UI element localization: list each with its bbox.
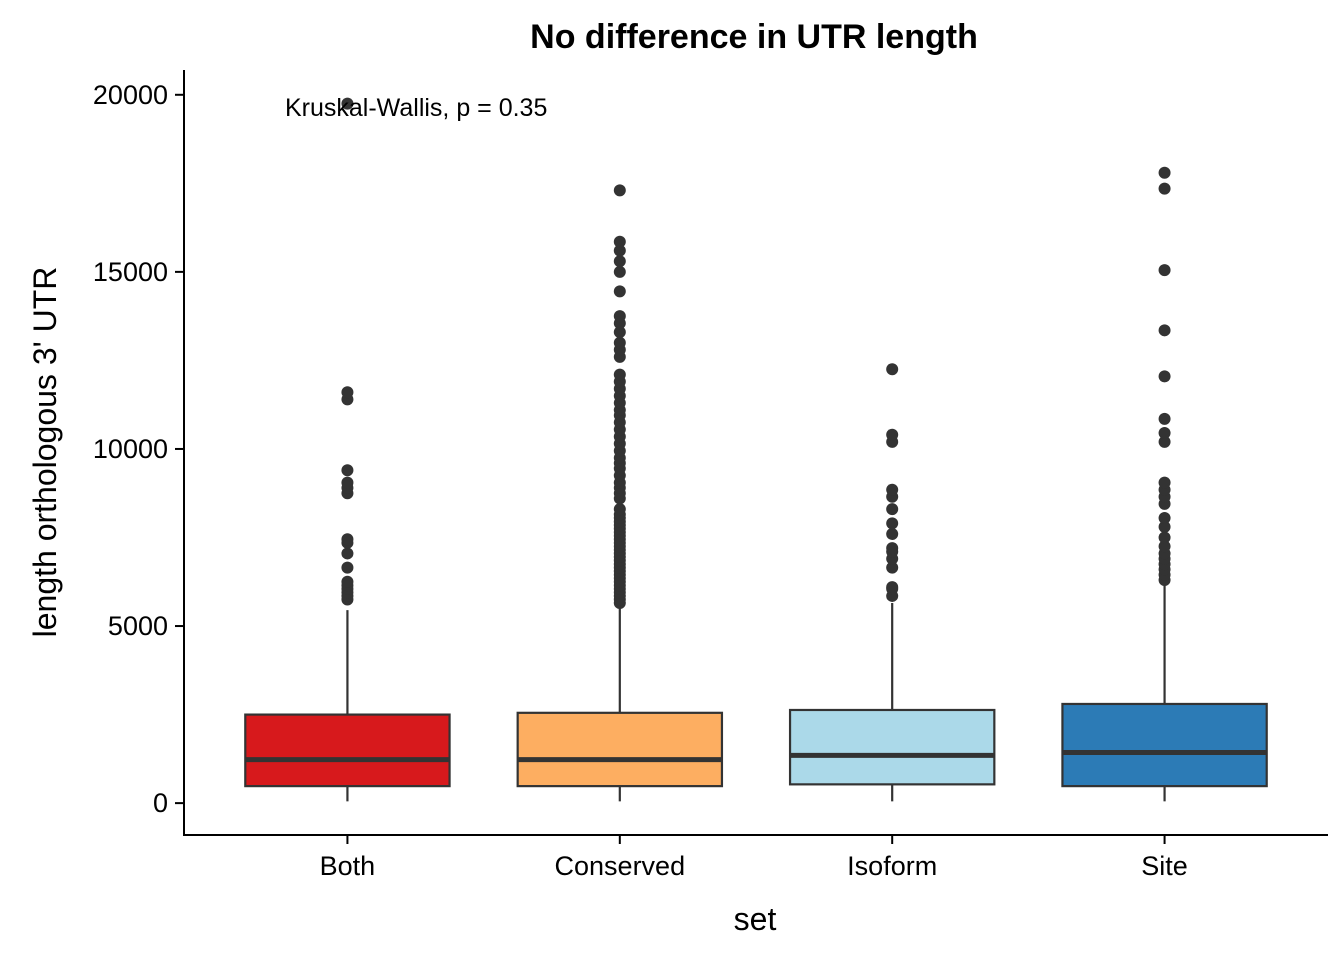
outlier-point — [341, 547, 354, 560]
plot-area — [244, 97, 1268, 802]
y-axis-label: length orthologous 3' UTR — [27, 267, 63, 638]
outlier-point — [1158, 182, 1171, 195]
outlier-point — [613, 255, 626, 268]
box-group-conserved — [516, 184, 724, 802]
outlier-point — [613, 310, 626, 323]
outlier-point — [613, 265, 626, 278]
y-tick-label: 15000 — [93, 257, 168, 287]
box — [516, 711, 724, 788]
outlier-point — [1158, 427, 1171, 440]
outlier-point — [613, 503, 626, 516]
outlier-point — [1158, 370, 1171, 383]
outlier-point — [613, 244, 626, 257]
outlier-point — [613, 326, 626, 339]
outlier-point — [1158, 531, 1171, 544]
box — [244, 713, 451, 788]
box-group-isoform — [788, 363, 996, 802]
outlier-point — [886, 428, 899, 441]
box-group-both — [244, 97, 451, 802]
outlier-point — [341, 464, 354, 477]
outlier-point — [341, 575, 354, 588]
outlier-point — [1158, 512, 1171, 525]
x-tick-label: Both — [320, 851, 376, 881]
outlier-point — [341, 97, 354, 110]
outlier-point — [613, 285, 626, 298]
x-axis-ticks: Both Conserved Isoform Site — [320, 835, 1188, 881]
outlier-point — [613, 235, 626, 248]
box-group-site — [1061, 166, 1268, 802]
outlier-point — [1158, 324, 1171, 337]
outlier-point — [1158, 520, 1171, 533]
box — [1061, 702, 1268, 788]
outlier-point — [1158, 435, 1171, 448]
box — [788, 708, 996, 786]
outlier-point — [341, 561, 354, 574]
outlier-point — [886, 527, 899, 540]
outlier-point — [341, 386, 354, 399]
outlier-point — [613, 184, 626, 197]
x-axis-label: set — [734, 901, 777, 937]
outlier-point — [886, 517, 899, 530]
outlier-point — [886, 363, 899, 376]
y-axis-ticks: 0 5000 10000 15000 20000 — [93, 80, 184, 818]
x-tick-label: Isoform — [847, 851, 937, 881]
chart-title: No difference in UTR length — [530, 18, 978, 56]
outlier-point — [886, 581, 899, 594]
outlier-point — [1158, 264, 1171, 277]
y-tick-label: 0 — [153, 788, 168, 818]
outlier-point — [341, 476, 354, 489]
y-tick-label: 10000 — [93, 434, 168, 464]
outlier-point — [1158, 412, 1171, 425]
x-tick-label: Site — [1141, 851, 1188, 881]
outlier-point — [886, 542, 899, 555]
outlier-point — [886, 503, 899, 516]
outlier-point — [1158, 476, 1171, 489]
outlier-point — [886, 483, 899, 496]
y-tick-label: 20000 — [93, 80, 168, 110]
y-tick-label: 5000 — [108, 611, 168, 641]
outlier-point — [1158, 166, 1171, 179]
stat-annotation: Kruskal-Wallis, p = 0.35 — [285, 94, 547, 122]
outlier-point — [1158, 540, 1171, 553]
outlier-point — [341, 533, 354, 546]
x-tick-label: Conserved — [555, 851, 686, 881]
outlier-point — [613, 336, 626, 349]
outlier-point — [613, 368, 626, 381]
outlier-point — [886, 561, 899, 574]
